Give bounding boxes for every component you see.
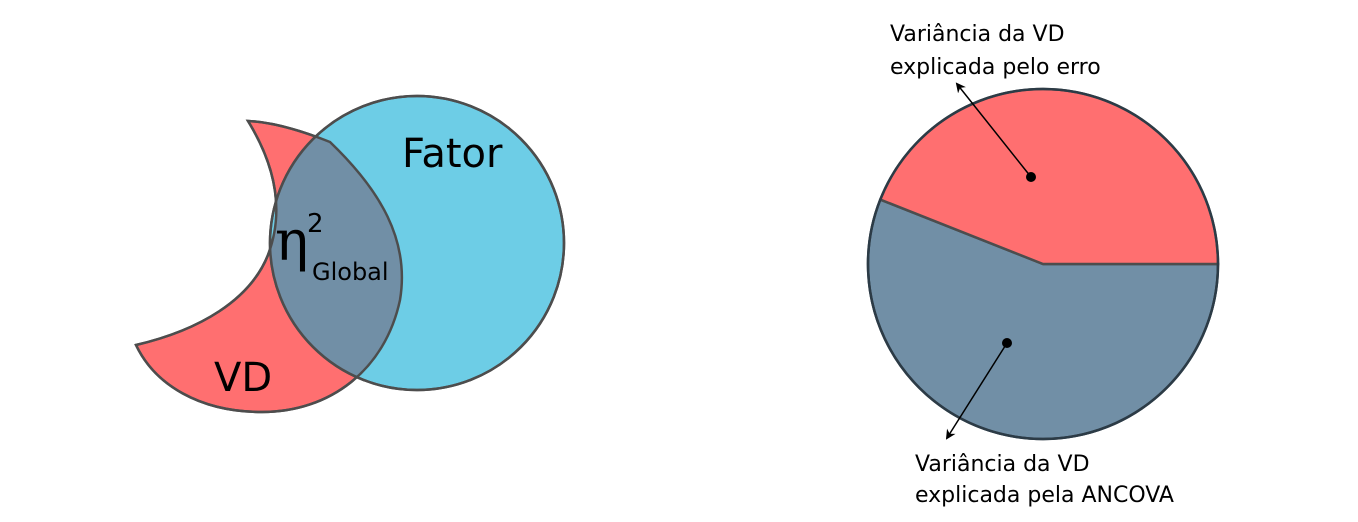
eta-subscript: Global <box>312 258 389 286</box>
ancova-pointer-dot <box>1002 338 1012 348</box>
error-label-line2: explicada pelo erro <box>890 55 1101 80</box>
overlap-region <box>270 121 402 390</box>
ancova-label-line1: Variância da VD <box>915 452 1090 477</box>
error-pointer-dot <box>1026 172 1036 182</box>
error-pointer-line <box>955 82 1032 178</box>
eta-superscript: 2 <box>307 209 324 239</box>
ancova-pointer-line <box>945 342 1008 440</box>
error-label-line1: Variância da VD <box>890 22 1065 47</box>
factor-label: Fator <box>402 131 503 177</box>
pie-outline <box>866 87 1220 441</box>
eta-symbol: η <box>275 209 309 274</box>
venn-diagram: Fator VD η 2 Global <box>134 94 566 414</box>
variance-pie: Variância da VD explicada pelo erro Vari… <box>866 22 1220 508</box>
dv-label: VD <box>214 355 272 401</box>
dv-crescent-outline <box>134 119 404 414</box>
ancova-label-line2: explicada pela ANCOVA <box>915 483 1174 508</box>
factor-circle-outline <box>268 94 566 392</box>
